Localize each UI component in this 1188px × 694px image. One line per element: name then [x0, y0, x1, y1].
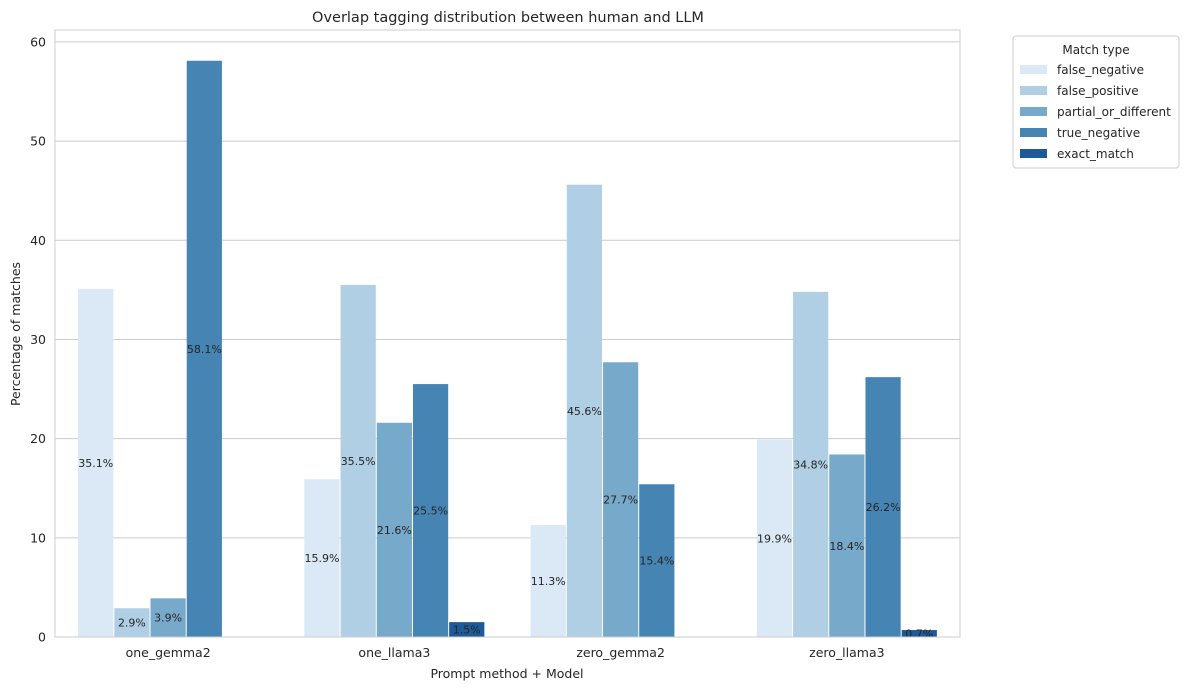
legend-label-false_negative: false_negative: [1057, 63, 1144, 77]
bar-partial_or_different-zero_gemma2: [603, 362, 639, 637]
bar-true_negative-one_gemma2: [186, 60, 222, 638]
bar-false_positive-one_llama3: [340, 284, 376, 637]
legend-swatch-false_negative: [1020, 65, 1047, 74]
y-tick-label: 40: [30, 233, 46, 248]
bar-exact_match-one_llama3: [449, 622, 485, 637]
bar-true_negative-zero_gemma2: [639, 484, 675, 637]
bar-value-label: 3.9%: [154, 612, 182, 625]
bar-value-label: 11.3%: [531, 575, 566, 588]
bar-value-label: 0.7%: [905, 628, 933, 641]
bar-value-label: 21.6%: [377, 524, 412, 537]
legend-label-partial_or_different: partial_or_different: [1057, 105, 1171, 119]
bars: [78, 60, 937, 638]
legend: Match type false_negative false_positivep…: [1012, 35, 1180, 169]
y-tick-label: 20: [30, 431, 46, 446]
x-axis-ticks: one_gemma2 one_llama3 zero_gemma2 zero_llam…: [126, 645, 885, 660]
y-axis-ticks: 0 10 20 30 40 50 60: [30, 34, 46, 644]
bar-false_negative-zero_gemma2: [530, 524, 566, 637]
bar-value-label: 15.9%: [304, 552, 339, 565]
x-tick-label: zero_llama3: [809, 645, 884, 660]
bar-true_negative-one_llama3: [412, 384, 449, 637]
bar-labels: 35.1% 2.9% 3.9% 58.1% 15.9% 35.5% 21.6%25.5% 1.…: [78, 343, 933, 641]
legend-label-false_positive: false_positive: [1057, 84, 1139, 98]
legend-title: Match type: [1062, 43, 1129, 57]
bar-partial_or_different-one_gemma2: [150, 598, 186, 637]
x-tick-label: one_gemma2: [126, 645, 211, 660]
bar-partial_or_different-one_llama3: [376, 422, 412, 637]
bar-partial_or_different-zero_llama3: [829, 454, 865, 637]
legend-swatch-partial_or_different: [1020, 107, 1047, 116]
bar-value-label: 35.5%: [341, 455, 376, 468]
bar-value-label: 26.2%: [866, 501, 901, 514]
bar-exact_match-zero_llama3: [901, 630, 937, 637]
bar-false_positive-one_gemma2: [114, 608, 150, 637]
y-tick-label: 30: [30, 332, 46, 347]
legend-swatch-true_negative: [1020, 128, 1047, 137]
plot-frame: [54, 29, 961, 638]
legend-swatch-exact_match: [1020, 149, 1047, 158]
bar-false_positive-zero_gemma2: [566, 184, 603, 637]
bar-value-label: 27.7%: [603, 494, 638, 507]
x-tick-label: zero_gemma2: [576, 645, 665, 660]
bar-value-label: 1.5%: [453, 624, 481, 637]
y-axis-label: Percentage of matches: [8, 262, 23, 406]
y-tick-label: 10: [30, 530, 46, 545]
bar-value-label: 18.4%: [829, 540, 864, 553]
bar-true_negative-zero_llama3: [865, 377, 901, 637]
bar-false_negative-zero_llama3: [756, 439, 793, 637]
bar-value-label: 45.6%: [567, 405, 602, 418]
bar-false_negative-one_llama3: [304, 479, 340, 637]
legend-label-true_negative: true_negative: [1057, 126, 1140, 140]
bar-value-label: 34.8%: [793, 458, 828, 471]
legend-swatch-false_positive: [1020, 86, 1047, 95]
y-tick-label: 50: [30, 134, 46, 149]
x-axis-label: Prompt method + Model: [430, 666, 583, 681]
bar-value-label: 19.9%: [757, 532, 792, 545]
x-tick-label: one_llama3: [358, 645, 430, 660]
bar-value-label: 15.4%: [639, 555, 674, 568]
bar-value-label: 25.5%: [413, 505, 448, 518]
bar-value-label: 2.9%: [118, 617, 146, 630]
y-tick-label: 0: [38, 630, 46, 645]
legend-box: [1012, 35, 1180, 169]
legend-label-exact_match: exact_match: [1057, 147, 1134, 161]
bar-value-label: 58.1%: [187, 343, 222, 356]
legend-items: false_negative false_positive partial_or_d…: [1020, 63, 1171, 161]
bar-false_negative-one_gemma2: [78, 288, 114, 637]
y-tick-label: 60: [30, 34, 46, 49]
chart-title: Overlap tagging distribution between hum…: [312, 10, 704, 26]
bar-value-label: 35.1%: [78, 457, 113, 470]
bar-false_positive-zero_llama3: [793, 291, 829, 637]
